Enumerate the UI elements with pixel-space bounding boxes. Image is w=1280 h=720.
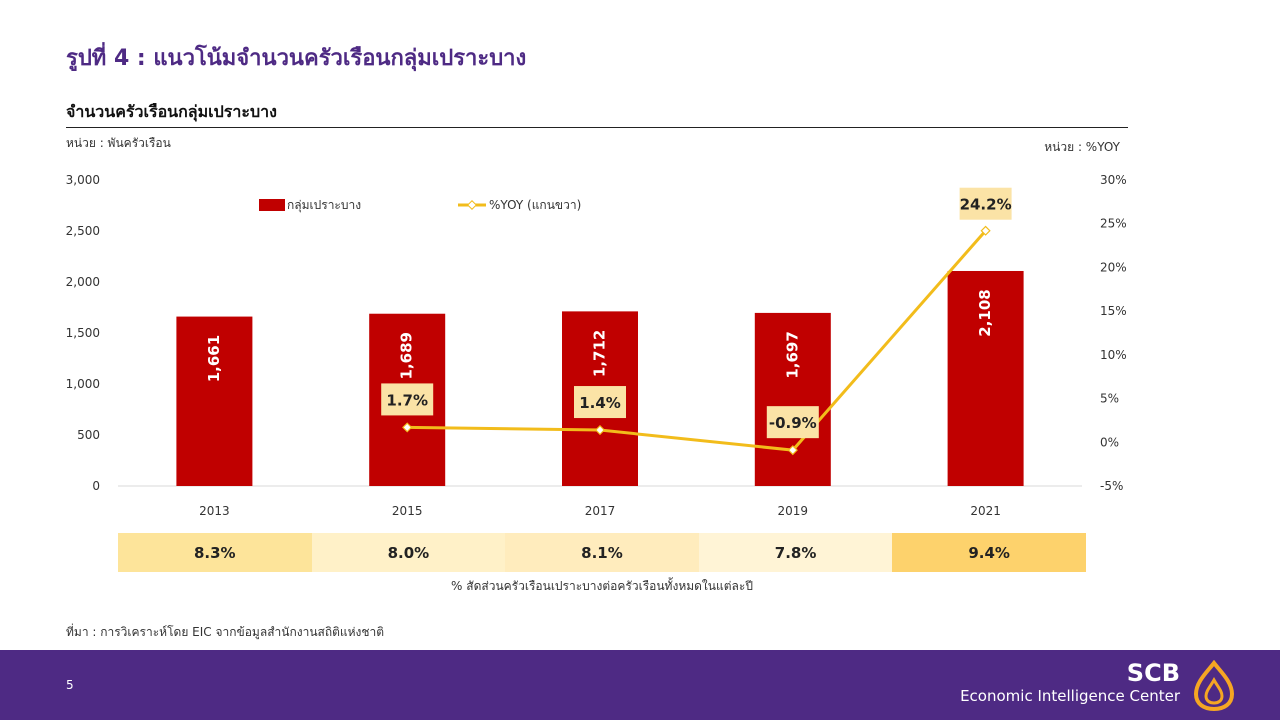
chart-title: จำนวนครัวเรือนกลุ่มเปราะบาง	[66, 102, 277, 121]
legend-bar-label: กลุ่มเปราะบาง	[287, 198, 361, 213]
x-tick-label: 2021	[970, 504, 1001, 518]
left-tick-label: 1,500	[66, 326, 100, 340]
left-axis-unit: หน่วย : พันครัวเรือน	[66, 136, 171, 150]
left-tick-label: 1,000	[66, 377, 100, 391]
share-cell: 7.8%	[698, 533, 893, 572]
scb-logo-icon	[1193, 660, 1235, 712]
share-cell: 9.4%	[892, 533, 1086, 572]
bar-value-label: 1,697	[783, 331, 801, 378]
bar	[754, 312, 831, 486]
right-axis-unit: หน่วย : %YOY	[1044, 140, 1120, 154]
right-tick-label: 30%	[1100, 173, 1127, 187]
share-cell: 8.1%	[505, 533, 699, 572]
footer-bar: 5 SCB Economic Intelligence Center	[0, 650, 1280, 720]
yoy-label-box	[766, 406, 819, 439]
legend-line-label: %YOY (แกนขวา)	[489, 198, 581, 212]
share-caption: % สัดส่วนครัวเรือนเปราะบางต่อครัวเรือนทั…	[451, 579, 753, 593]
page-number: 5	[66, 678, 74, 692]
title-divider	[66, 127, 1128, 128]
right-tick-label: -5%	[1100, 479, 1123, 493]
right-tick-label: 10%	[1100, 348, 1127, 362]
share-cell: 8.0%	[311, 533, 506, 572]
brand-block: SCB Economic Intelligence Center	[960, 660, 1180, 706]
bar-value-label: 2,108	[976, 289, 994, 336]
yoy-value-label: 1.7%	[386, 391, 428, 409]
yoy-marker	[787, 445, 798, 456]
yoy-value-label: -0.9%	[769, 414, 817, 432]
share-cell: 8.3%	[118, 533, 312, 572]
right-tick-label: 0%	[1100, 435, 1119, 449]
brand-name: SCB	[1126, 659, 1180, 687]
yoy-value-label: 1.4%	[579, 394, 621, 412]
yoy-value-label: 24.2%	[960, 196, 1012, 214]
yoy-label-box	[381, 383, 434, 416]
left-tick-label: 2,500	[66, 224, 100, 238]
bar-value-label: 1,661	[205, 335, 223, 382]
left-tick-label: 0	[92, 479, 100, 493]
x-tick-label: 2019	[778, 504, 809, 518]
x-tick-label: 2017	[585, 504, 616, 518]
x-tick-label: 2015	[392, 504, 423, 518]
x-tick-label: 2013	[199, 504, 230, 518]
yoy-label-box	[959, 187, 1012, 220]
bar-value-label: 1,712	[591, 330, 609, 377]
bar-value-label: 1,689	[398, 332, 416, 379]
left-tick-label: 500	[77, 428, 100, 442]
bar	[176, 316, 253, 486]
slide-title: รูปที่ 4 : แนวโน้มจำนวนครัวเรือนกลุ่มเปร…	[66, 46, 527, 71]
left-tick-label: 2,000	[66, 275, 100, 289]
left-tick-label: 3,000	[66, 173, 100, 187]
right-tick-label: 20%	[1100, 260, 1127, 274]
right-tick-label: 15%	[1100, 304, 1127, 318]
combo-chart: 0 500 1,000 1,500 2,000 2,500 3,000 -5% 0% 5% 10% 1…	[66, 173, 1127, 518]
legend-bar-swatch	[259, 199, 285, 211]
brand-subtitle: Economic Intelligence Center	[960, 687, 1180, 705]
right-tick-label: 5%	[1100, 392, 1119, 406]
source-note: ที่มา : การวิเคราะห์โดย EIC จากข้อมูลสำน…	[66, 625, 385, 639]
yoy-marker	[402, 422, 413, 433]
yoy-marker	[980, 225, 991, 236]
legend-line-marker	[467, 200, 477, 210]
yoy-line	[407, 229, 987, 452]
bar	[947, 270, 1024, 486]
right-tick-label: 25%	[1100, 217, 1127, 231]
yoy-marker	[594, 424, 606, 436]
share-row: 8.3% 8.0% 8.1% 7.8% 9.4%	[118, 533, 1086, 572]
yoy-label-box	[574, 386, 626, 419]
